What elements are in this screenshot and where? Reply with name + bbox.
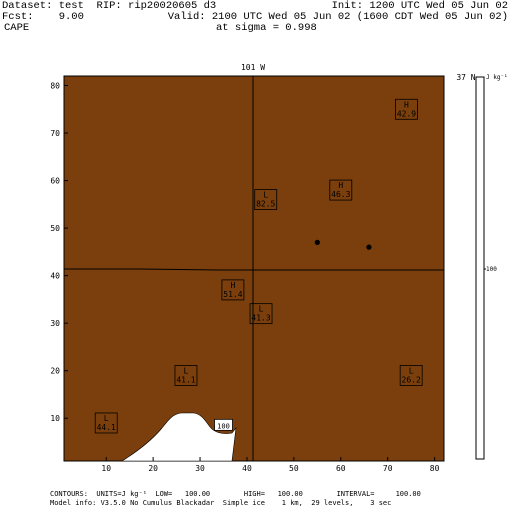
y-tick-label: 60 [50,177,60,186]
pressure-label: L44.1 [94,412,118,434]
y-tick-label: 50 [50,224,60,233]
pressure-value-label: 26.2 [402,375,421,384]
pressure-label-box [254,189,278,210]
pressure-type-label: L [263,191,268,200]
pressure-label-box [329,179,353,201]
footer-model-info: Model info: V3.5.0 No Cumulus Blackadar … [50,499,392,507]
pressure-value-label: 44.1 [97,423,116,432]
pressure-value-label: 51.4 [223,290,242,299]
y-tick-label: 70 [50,129,60,138]
colorbar-units-label: J kg⁻¹ [486,74,508,81]
header-line1-left: Dataset: test RIP: rip20020605 d3 [2,0,217,12]
pressure-value-label: 46.3 [331,190,350,199]
pressure-type-label: L [409,366,414,375]
y-tick-label: 30 [50,319,60,328]
station-marker [314,239,320,245]
low-cape-region [120,412,237,462]
pressure-type-label: H [230,281,235,290]
x-tick-label: 20 [148,464,158,473]
colorbar [475,76,485,460]
x-tick-label: 60 [336,464,346,473]
pressure-label: H42.9 [395,98,418,120]
pressure-label: L41.1 [174,365,198,386]
header-line3-right: at sigma = 0.998 [216,22,317,34]
parallel-line [64,268,444,271]
top-meridian-label: 101 W [241,63,265,72]
header-line2-left: Fcst: 9.00 [2,11,84,23]
pressure-value-label: 42.9 [397,109,416,118]
pressure-value-label: 41.3 [251,314,270,323]
header-line1-right: Init: 1200 UTC Wed 05 Jun 02 [331,0,508,12]
pressure-label-box [174,365,198,386]
y-tick-label: 10 [50,414,60,423]
pressure-label: H51.4 [221,279,245,301]
pressure-type-label: L [104,414,109,423]
pressure-value-label: 41.1 [176,375,195,384]
pressure-type-label: H [338,181,343,190]
x-tick-label: 70 [383,464,393,473]
pressure-label-box [249,303,273,325]
station-markers [314,239,372,250]
x-tick-label: 50 [289,464,299,473]
header-line3-left: CAPE [4,22,30,34]
contour-label-group: 100 [214,418,233,431]
pressure-type-label: L [184,366,189,375]
pressure-value-label: 82.5 [256,200,275,209]
x-tick-label: 30 [195,464,205,473]
x-tick-label: 10 [101,464,111,473]
y-tick-label: 80 [50,82,60,91]
contour-label: 100 [217,422,230,430]
x-axis-ticks: 10 20 30 40 50 60 70 80 [101,457,440,473]
x-tick-label: 80 [430,464,440,473]
pressure-type-label: L [259,305,264,314]
pressure-label: L41.3 [249,303,273,325]
pressure-label: H46.3 [329,179,353,201]
y-tick-label: 20 [50,367,60,376]
pressure-label: L26.2 [399,365,423,386]
colorbar-mid-label: 100 [486,266,497,273]
x-tick-label: 40 [242,464,252,473]
pressure-label-box [94,412,118,434]
footer-contours: CONTOURS: UNITS=J kg⁻¹ LOW= 100.00 HIGH=… [50,490,421,498]
pressure-label-box [395,98,418,120]
pressure-label-box [399,365,423,386]
right-latitude-label: 37 N [456,73,475,82]
station-marker [366,244,372,250]
y-axis-ticks: 10 20 30 40 50 60 70 80 [50,82,68,423]
pressure-type-label: H [404,100,409,109]
pressure-label-box [221,279,245,301]
pressure-label: L82.5 [254,189,278,210]
y-tick-label: 40 [50,272,60,281]
header-line2-right: Valid: 2100 UTC Wed 05 Jun 02 (1600 CDT … [167,11,508,23]
contour-label-box [214,418,233,431]
